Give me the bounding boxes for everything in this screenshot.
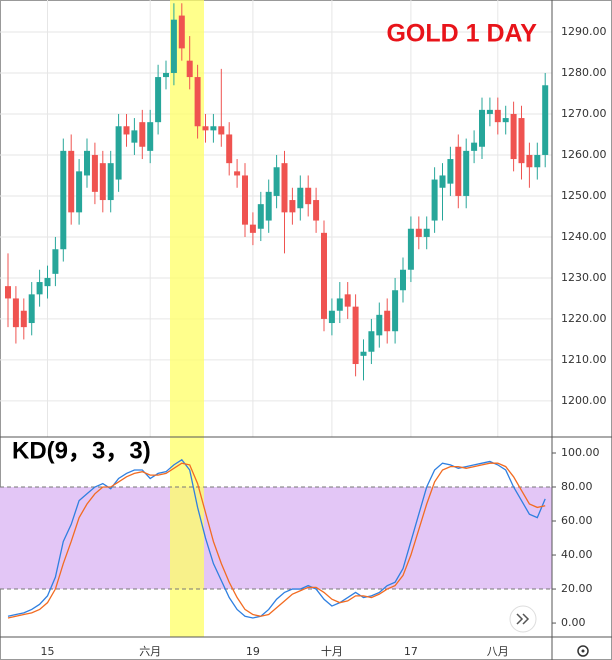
candle-body: [234, 171, 241, 176]
candle-body: [305, 187, 312, 205]
candle-body: [360, 351, 367, 356]
candle-body: [423, 228, 430, 237]
y-tick-label: 80.00: [561, 480, 593, 493]
candle-body: [12, 298, 19, 328]
candle-body: [328, 310, 335, 324]
candle-body: [486, 109, 493, 114]
y-tick-label: 0.00: [561, 616, 586, 629]
candle-body: [510, 113, 517, 160]
y-tick-label: 40.00: [561, 548, 593, 561]
y-tick-label: 1250.00: [561, 189, 607, 202]
candle-body: [5, 286, 11, 299]
candle-body: [36, 282, 43, 295]
candle-body: [249, 224, 256, 233]
candle-body: [155, 77, 162, 123]
y-tick-label: 1230.00: [561, 271, 607, 284]
candle-body: [107, 163, 114, 201]
y-tick-label: 1280.00: [561, 66, 607, 79]
candle-body: [384, 310, 391, 332]
candle-body: [131, 130, 138, 143]
indicator-title: KD(9，3，3): [12, 437, 151, 464]
candle-body: [186, 60, 193, 78]
y-tick-label: 1260.00: [561, 148, 607, 161]
candle-body: [313, 200, 320, 221]
candle-body: [218, 126, 225, 135]
candle-body: [147, 122, 154, 151]
candle-body: [407, 228, 414, 270]
candle-body: [352, 306, 359, 365]
candle-body: [68, 150, 75, 213]
candle-body: [84, 150, 90, 176]
y-tick-label: 1210.00: [561, 353, 607, 366]
candle-body: [91, 154, 98, 192]
x-tick-label: 十月: [321, 644, 343, 658]
chart-title: GOLD 1 DAY: [386, 20, 537, 48]
candle-body: [400, 269, 406, 291]
x-tick-label: 八月: [487, 645, 509, 658]
candle-body: [202, 126, 209, 131]
candle-body: [431, 179, 438, 221]
candle-body: [76, 171, 83, 213]
candle-body: [163, 72, 169, 78]
candle-body: [99, 163, 106, 201]
candle-body: [518, 118, 525, 164]
candle-body: [297, 187, 304, 209]
candle-body: [534, 154, 541, 168]
candle-body: [455, 146, 462, 196]
candle-body: [115, 126, 122, 180]
scroll-button[interactable]: [509, 605, 537, 633]
candle-body: [44, 277, 51, 287]
candle-body: [526, 154, 533, 168]
candle-body: [289, 200, 296, 213]
candle-body: [344, 294, 351, 307]
x-tick-label: 17: [404, 645, 418, 658]
band: [0, 487, 552, 590]
candle-body: [170, 19, 177, 73]
candle-body: [265, 191, 272, 221]
candle-body: [20, 310, 27, 328]
y-tick-label: 60.00: [561, 514, 593, 527]
candle-body: [439, 175, 446, 188]
candle-body: [376, 314, 383, 336]
candle-body: [242, 175, 248, 225]
candle-body: [471, 142, 478, 151]
candle-body: [123, 126, 130, 135]
candle-body: [273, 167, 280, 196]
candle-body: [139, 122, 146, 147]
y-tick-label: 1270.00: [561, 107, 607, 120]
candle-body: [463, 150, 470, 196]
candle-body: [494, 109, 501, 123]
candle-body: [210, 126, 217, 131]
y-tick-label: 100.00: [561, 446, 600, 459]
candle-body: [542, 85, 549, 155]
candle-body: [479, 109, 485, 147]
candle-body: [502, 118, 509, 123]
x-tick-label: 六月: [139, 645, 161, 658]
candle-body: [257, 204, 264, 229]
y-tick-label: 1240.00: [561, 230, 607, 243]
candle-body: [447, 159, 454, 184]
candle-body: [415, 228, 422, 237]
y-tick-label: 1290.00: [561, 25, 607, 38]
candle-body: [281, 163, 288, 213]
y-tick-label: 1220.00: [561, 312, 607, 325]
candle-body: [368, 331, 375, 352]
x-tick-label: 15: [41, 645, 55, 658]
kd-line: [7, 462, 546, 619]
y-tick-label: 20.00: [561, 582, 593, 595]
candle-body: [321, 232, 327, 319]
candle-body: [178, 15, 185, 49]
y-tick-label: 1200.00: [561, 394, 607, 407]
candle-body: [194, 77, 201, 127]
candle-body: [28, 294, 35, 324]
candle-body: [52, 249, 59, 274]
candle-body: [392, 290, 399, 332]
x-tick-label: 19: [246, 645, 260, 658]
candle-body: [336, 298, 343, 311]
candle-body: [226, 134, 233, 164]
candle-body: [60, 150, 67, 250]
settings-icon[interactable]: [577, 645, 589, 657]
